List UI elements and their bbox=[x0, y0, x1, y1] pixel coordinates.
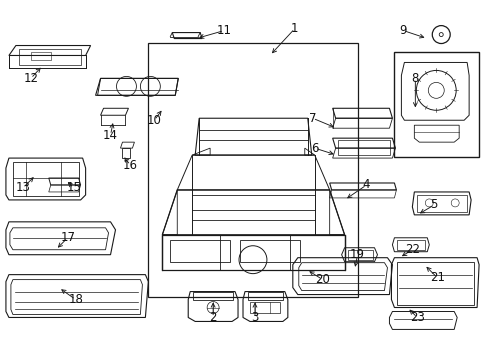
Text: 5: 5 bbox=[431, 198, 438, 211]
Text: 12: 12 bbox=[24, 72, 38, 85]
Text: 23: 23 bbox=[410, 311, 425, 324]
Text: 6: 6 bbox=[311, 141, 318, 155]
Text: 10: 10 bbox=[147, 114, 162, 127]
Text: 18: 18 bbox=[68, 293, 83, 306]
Text: 17: 17 bbox=[60, 231, 75, 244]
Text: 8: 8 bbox=[412, 72, 419, 85]
Text: 13: 13 bbox=[15, 181, 30, 194]
Text: 21: 21 bbox=[430, 271, 445, 284]
Text: 19: 19 bbox=[350, 248, 365, 261]
Text: 7: 7 bbox=[309, 112, 317, 125]
Text: 1: 1 bbox=[291, 22, 298, 35]
Text: 16: 16 bbox=[123, 158, 138, 172]
Text: 15: 15 bbox=[66, 181, 81, 194]
Text: 2: 2 bbox=[209, 311, 217, 324]
Text: 14: 14 bbox=[103, 129, 118, 142]
Text: 20: 20 bbox=[315, 273, 330, 286]
Text: 22: 22 bbox=[405, 243, 420, 256]
Text: 11: 11 bbox=[217, 24, 232, 37]
Text: 4: 4 bbox=[363, 179, 370, 192]
Text: 9: 9 bbox=[400, 24, 407, 37]
Text: 3: 3 bbox=[251, 311, 259, 324]
